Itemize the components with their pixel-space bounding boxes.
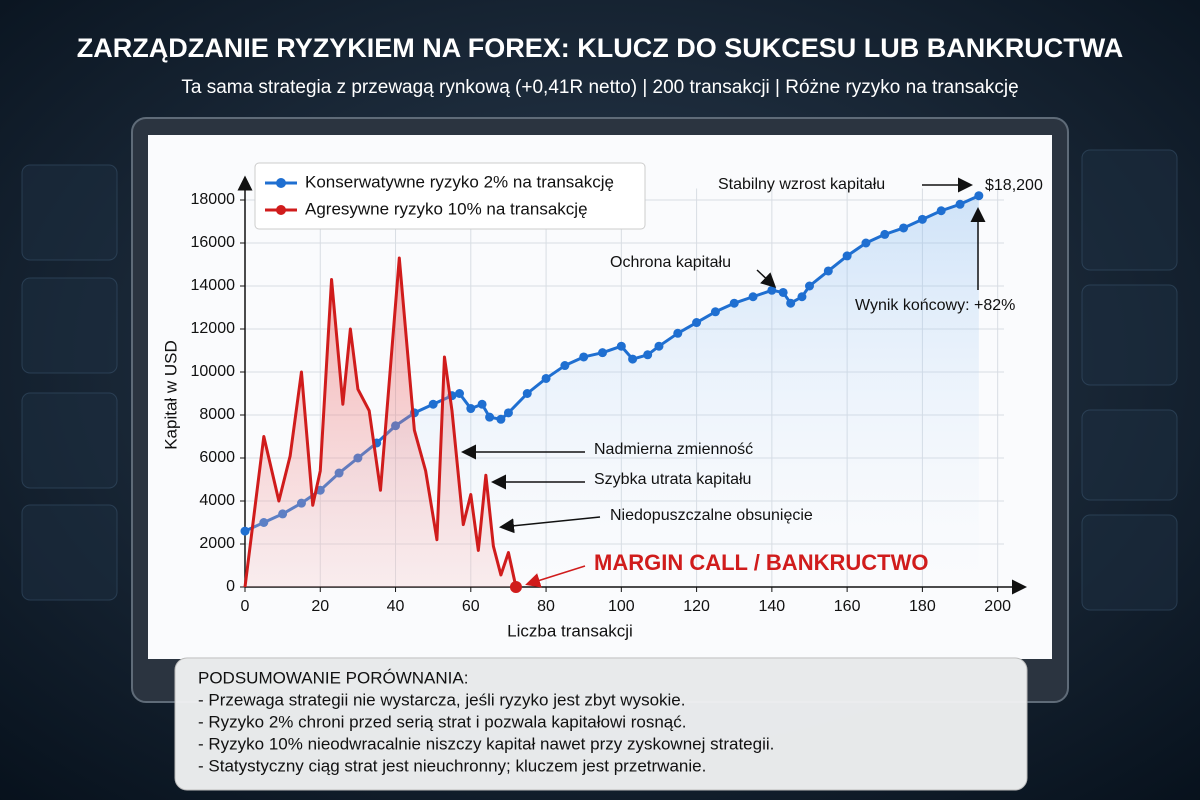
legend [254, 162, 646, 230]
decor-panels [21, 149, 1178, 611]
x-tick-label: 160 [834, 598, 861, 615]
arrow [499, 516, 601, 534]
point [917, 214, 927, 224]
summary-line: - Ryzyko 2% chroni przed serią strat i p… [198, 712, 686, 731]
arrow [525, 565, 586, 588]
x-tick-label: 200 [984, 598, 1011, 615]
summary-heading: PODSUMOWANIE PORÓWNANIA: [198, 668, 468, 687]
point [503, 408, 513, 418]
point [710, 307, 720, 317]
y-tick-label: 18000 [191, 191, 236, 208]
point [579, 352, 589, 362]
y-tick-label: 10000 [191, 363, 236, 380]
series-line [243, 256, 518, 588]
point [598, 348, 608, 358]
annotation: Stabilny wzrost kapitału [718, 176, 885, 193]
x-tick-label: 0 [241, 598, 250, 615]
x-tick-label: 60 [462, 598, 480, 615]
arrow [756, 269, 777, 289]
x-tick-label: 20 [311, 598, 329, 615]
end-point [509, 581, 522, 593]
annotation: Wynik końcowy: +82% [855, 297, 1015, 314]
y-axis-label: Kapitał w USD [161, 340, 180, 450]
point [974, 191, 984, 201]
point [522, 389, 532, 398]
point [748, 292, 758, 302]
annotation: Szybka utrata kapitału [594, 471, 751, 488]
x-tick-label: 100 [608, 598, 635, 615]
legend-swatch-dot [276, 205, 286, 215]
x-tick-label: 140 [759, 598, 786, 615]
point [880, 229, 890, 239]
y-tick-label: 14000 [191, 277, 236, 294]
point [477, 399, 487, 409]
summary-box [174, 657, 1028, 791]
summary-line: - Przewaga strategii nie wystarcza, jeśl… [198, 690, 686, 709]
annotation: Nadmierna zmienność [594, 441, 753, 458]
annotation-alert: MARGIN CALL / BANKRUCTWO [594, 550, 928, 575]
legend-swatch-dot [276, 178, 286, 188]
legend-entries: Konserwatywne ryzyko 2% na transakcję Agr… [265, 172, 614, 218]
point [899, 223, 909, 233]
y-tick-label: 4000 [199, 492, 235, 509]
point [861, 238, 871, 248]
legend-label: Agresywne ryzyko 10% na transakcję [305, 199, 588, 218]
y-tick-label: 8000 [199, 406, 235, 423]
point [778, 287, 788, 297]
annotation: Niedopuszczalne obsunięcie [610, 507, 813, 524]
point [541, 373, 551, 383]
y-tick-label: 2000 [199, 535, 235, 552]
point [466, 404, 476, 414]
x-tick-label: 80 [537, 598, 555, 615]
y-tick-label: 16000 [191, 234, 236, 251]
point [428, 399, 438, 409]
x-tick-label: 180 [909, 598, 936, 615]
point [616, 341, 626, 351]
point [797, 292, 807, 302]
point [654, 341, 664, 351]
point [786, 298, 796, 308]
subtitle: Ta sama strategia z przewagą rynkową (+0… [181, 77, 1018, 98]
point [455, 389, 465, 398]
point [560, 361, 570, 371]
point [485, 412, 495, 422]
y-tick-label: 12000 [191, 320, 236, 337]
annotations: Stabilny wzrost kapitału $18,200 Ochrona… [461, 176, 1043, 588]
point [955, 199, 965, 209]
point [767, 285, 777, 295]
point [842, 251, 852, 261]
summary-line: - Ryzyko 10% nieodwracalnie niszczy kapi… [198, 734, 774, 753]
annotation: $18,200 [985, 177, 1043, 194]
annotation: Ochrona kapitału [610, 254, 731, 271]
point [496, 414, 506, 424]
legend-label: Konserwatywne ryzyko 2% na transakcję [305, 172, 614, 191]
plot: 0200040006000800010000120001400016000180… [191, 175, 1027, 615]
point [804, 281, 814, 291]
point [936, 206, 946, 216]
y-tick-label: 6000 [199, 449, 235, 466]
x-axis-label: Liczba transakcji [507, 621, 633, 640]
x-tick-label: 120 [683, 598, 710, 615]
point [729, 298, 739, 308]
point [643, 350, 653, 360]
x-tick-label: 40 [387, 598, 405, 615]
summary-line: - Statystyczny ciąg strat jest nieuchron… [198, 756, 706, 775]
point [673, 328, 683, 338]
point [240, 526, 250, 536]
series-area [245, 258, 516, 587]
y-tick-label: 0 [226, 578, 235, 595]
title: ZARZĄDZANIE RYZYKIEM NA FOREX: KLUCZ DO … [77, 33, 1123, 63]
point [692, 318, 702, 328]
point [823, 266, 833, 276]
point [628, 354, 638, 364]
